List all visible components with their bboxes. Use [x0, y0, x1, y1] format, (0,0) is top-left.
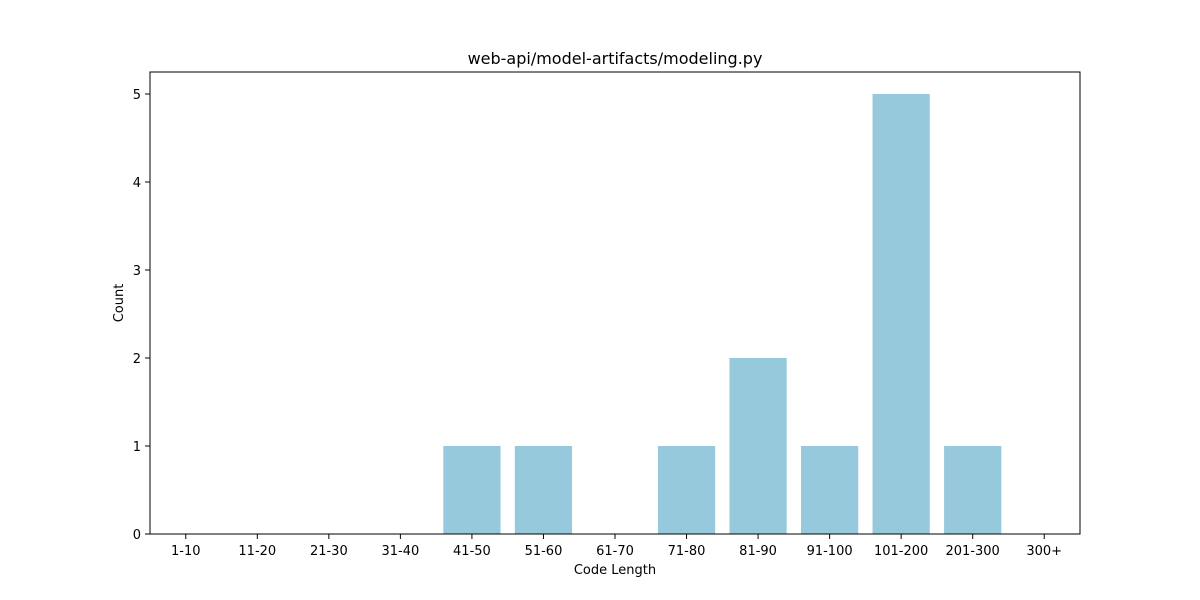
- x-tick-label: 61-70: [596, 544, 634, 559]
- bar-51-60: [514, 446, 573, 534]
- bar-71-80: [657, 446, 716, 534]
- x-tick-label: 11-20: [238, 544, 276, 559]
- chart-title: web-api/model-artifacts/modeling.py: [468, 49, 763, 68]
- bar-81-90: [729, 358, 787, 534]
- y-tick-label: 4: [133, 176, 141, 191]
- x-axis-ticks: 1-10 11-20 21-30 31-40 41-50 51-60 61-70 71-80 8…: [171, 534, 1062, 559]
- x-tick-label: 71-80: [668, 544, 706, 559]
- bar-91-100: [801, 446, 859, 534]
- bar-201-300: [944, 446, 1002, 534]
- y-tick-label: 1: [133, 440, 141, 455]
- x-tick-label: 51-60: [525, 544, 563, 559]
- y-tick-label: 3: [133, 264, 141, 279]
- x-tick-label: 1-10: [171, 544, 201, 559]
- y-axis-ticks: 0 1 2 3 4 5: [133, 88, 150, 543]
- x-tick-label: 300+: [1026, 544, 1062, 559]
- bar-101-200: [872, 94, 930, 534]
- x-tick-label: 81-90: [739, 544, 777, 559]
- y-axis-label: Count: [112, 284, 127, 323]
- x-axis-label: Code Length: [574, 563, 656, 578]
- x-tick-label: 21-30: [310, 544, 348, 559]
- bars-group: [443, 94, 1002, 534]
- y-tick-label: 2: [133, 352, 141, 367]
- x-tick-label: 31-40: [381, 544, 419, 559]
- y-tick-label: 5: [133, 88, 141, 103]
- x-tick-label: 201-300: [946, 544, 1000, 559]
- x-tick-label: 91-100: [807, 544, 853, 559]
- y-tick-label: 0: [133, 528, 141, 543]
- bar-41-50: [443, 446, 501, 534]
- x-tick-label: 41-50: [453, 544, 491, 559]
- x-tick-label: 101-200: [874, 544, 928, 559]
